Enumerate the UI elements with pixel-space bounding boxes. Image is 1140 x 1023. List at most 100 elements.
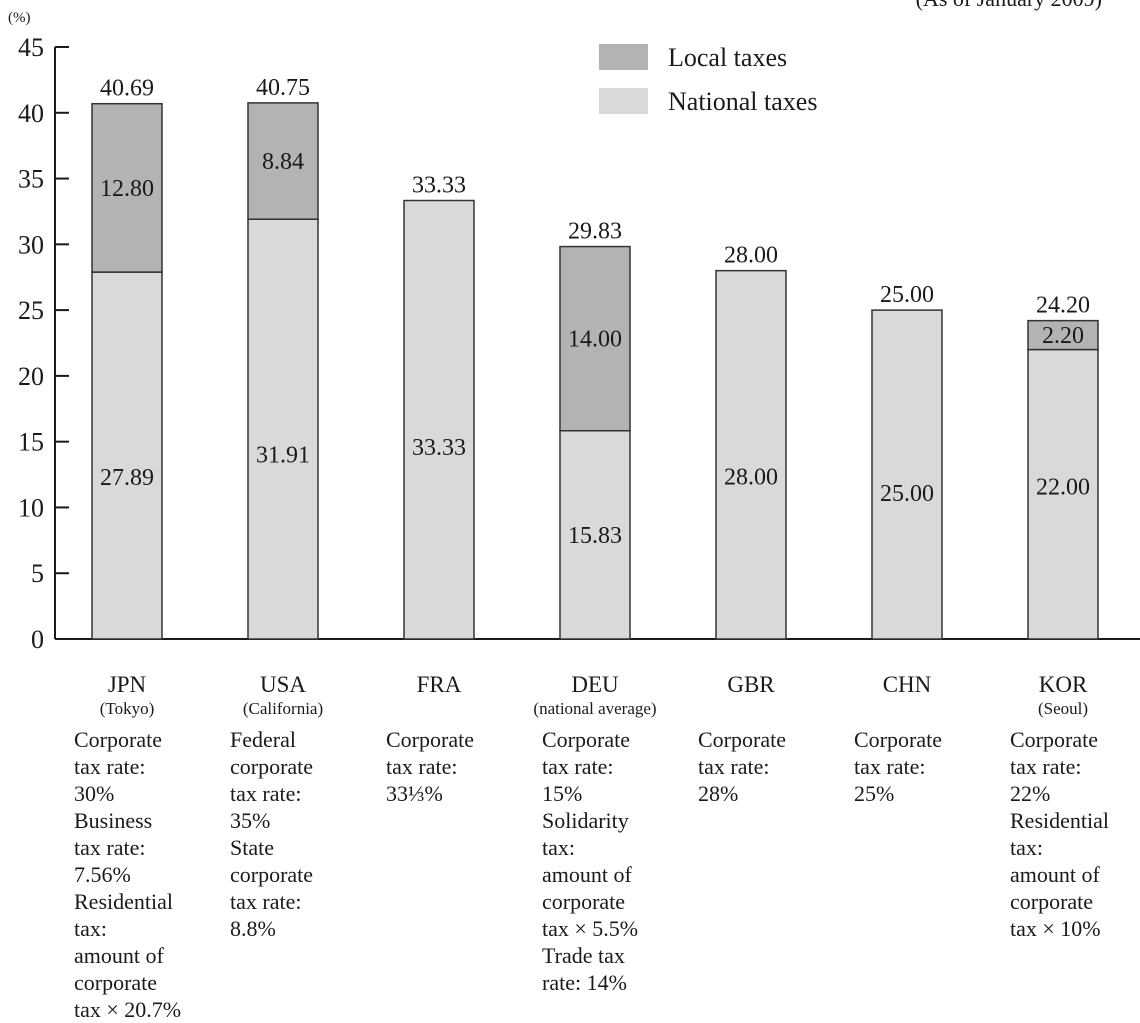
category-label-usa: USA — [260, 672, 306, 697]
note-line: State — [230, 835, 274, 860]
national-value-label-jpn: 27.89 — [100, 465, 154, 491]
note-line: corporate — [74, 970, 158, 995]
note-line: corporate — [230, 862, 314, 887]
note-line: tax rate: — [854, 754, 926, 779]
bars-group — [91, 102, 1099, 640]
note-line: 7.56% — [74, 862, 131, 887]
bar-local-deu — [559, 245, 631, 432]
note-column-deu: Corporate tax rate: 15% Solidarity tax: amoun… — [542, 726, 667, 996]
local-value-label-jpn: 12.80 — [100, 176, 154, 202]
category-label-chn: CHN — [883, 672, 932, 697]
note-line: tax × 20.7% — [74, 997, 182, 1022]
note-line: 25% — [854, 781, 895, 806]
note-column-usa: Federal corporate tax rate: 35% State corpora… — [230, 726, 355, 942]
note-line: 22% — [1010, 781, 1051, 806]
y-axis-ticks: 0 5 10 15 20 25 30 35 40 45 — [18, 33, 69, 654]
note-line: Corporate — [542, 727, 630, 752]
x-axis-labels: JPN (Tokyo) USA (California) FRA DEU (national… — [100, 672, 1088, 718]
total-label-gbr: 28.00 — [724, 243, 778, 269]
note-line: amount of — [1010, 862, 1100, 887]
bar-national-usa — [247, 218, 319, 640]
total-label-usa: 40.75 — [256, 75, 310, 101]
legend-label-national: National taxes — [668, 87, 817, 116]
y-tick-label: 40 — [18, 99, 44, 128]
note-line: 8.8% — [230, 916, 276, 941]
total-label-kor: 24.20 — [1036, 293, 1090, 319]
note-line: tax rate: — [74, 835, 146, 860]
category-label-fra: FRA — [417, 672, 462, 697]
bar-national-chn — [871, 309, 943, 640]
total-label-jpn: 40.69 — [100, 76, 154, 102]
legend-swatch-national — [599, 88, 648, 114]
note-line: Corporate — [386, 727, 474, 752]
as-of-date-label: (As of January 2009) — [916, 0, 1102, 11]
bar-local-kor — [1027, 319, 1099, 351]
note-line: tax × 5.5% — [542, 916, 639, 941]
note-line: tax rate: — [230, 889, 302, 914]
note-line: corporate — [1010, 889, 1094, 914]
legend: Local taxes National taxes — [599, 43, 817, 116]
note-line: Federal — [230, 727, 296, 752]
y-tick-label: 20 — [18, 362, 44, 391]
note-line: tax rate: — [386, 754, 458, 779]
y-tick-label: 15 — [18, 428, 44, 457]
note-line: tax rate: — [698, 754, 770, 779]
bar-national-gbr — [715, 269, 787, 640]
y-tick-label: 45 — [18, 33, 44, 62]
bar-national-fra — [403, 199, 475, 640]
note-column-chn: Corporate tax rate: 25% — [854, 726, 979, 807]
note-line: Corporate — [854, 727, 942, 752]
y-unit-label: (%) — [8, 10, 31, 26]
note-line: corporate — [542, 889, 626, 914]
national-value-label-kor: 22.00 — [1036, 474, 1090, 500]
note-line: tax: — [542, 835, 575, 860]
bar-local-usa — [247, 102, 319, 220]
note-line: 33⅓% — [386, 781, 443, 806]
note-line: tax: — [74, 916, 107, 941]
note-line: Residential — [74, 889, 173, 914]
local-value-label-kor: 2.20 — [1042, 323, 1084, 349]
category-label-gbr: GBR — [727, 672, 775, 697]
note-line: Corporate — [698, 727, 786, 752]
national-value-label-fra: 33.33 — [412, 435, 466, 461]
national-value-label-chn: 25.00 — [880, 481, 934, 507]
legend-label-local: Local taxes — [668, 43, 787, 72]
note-line: tax: — [1010, 835, 1043, 860]
total-label-deu: 29.83 — [568, 219, 622, 245]
note-column-gbr: Corporate tax rate: 28% — [698, 726, 823, 807]
note-line: Corporate — [1010, 727, 1098, 752]
note-line: tax rate: — [74, 754, 146, 779]
note-column-fra: Corporate tax rate: 33⅓% — [386, 726, 511, 807]
category-label-deu: DEU — [571, 672, 619, 697]
note-line: amount of — [542, 862, 632, 887]
y-tick-label: 30 — [18, 230, 44, 259]
note-line: Corporate — [74, 727, 162, 752]
national-value-label-usa: 31.91 — [256, 443, 310, 469]
note-line: tax rate: — [1010, 754, 1082, 779]
category-label-kor: KOR — [1039, 672, 1088, 697]
note-line: 35% — [230, 808, 271, 833]
bar-national-jpn — [91, 271, 163, 640]
category-sublabel-deu: (national average) — [533, 699, 656, 718]
note-line: tax × 10% — [1010, 916, 1101, 941]
category-sublabel-jpn: (Tokyo) — [100, 699, 155, 718]
y-tick-label: 0 — [31, 625, 44, 654]
total-label-chn: 25.00 — [880, 282, 934, 308]
total-label-fra: 33.33 — [412, 173, 466, 199]
category-sublabel-usa: (California) — [243, 699, 323, 718]
bar-national-deu — [559, 429, 631, 640]
note-line: 28% — [698, 781, 739, 806]
bar-local-jpn — [91, 102, 163, 273]
legend-swatch-local — [599, 44, 648, 70]
note-column-kor: Corporate tax rate: 22% Residential tax: amou… — [1010, 726, 1135, 942]
note-line: tax rate: — [230, 781, 302, 806]
bar-labels-group: 40.69 27.89 12.80 40.75 31.91 8.84 33.33 33.33 2… — [100, 75, 1090, 549]
category-sublabel-kor: (Seoul) — [1038, 699, 1088, 718]
note-column-jpn: Corporate tax rate: 30% Business tax rate: 7.… — [74, 726, 199, 1023]
category-label-jpn: JPN — [108, 672, 147, 697]
local-value-label-deu: 14.00 — [568, 327, 622, 353]
y-tick-label: 5 — [31, 559, 44, 588]
note-line: 15% — [542, 781, 583, 806]
national-value-label-deu: 15.83 — [568, 523, 622, 549]
